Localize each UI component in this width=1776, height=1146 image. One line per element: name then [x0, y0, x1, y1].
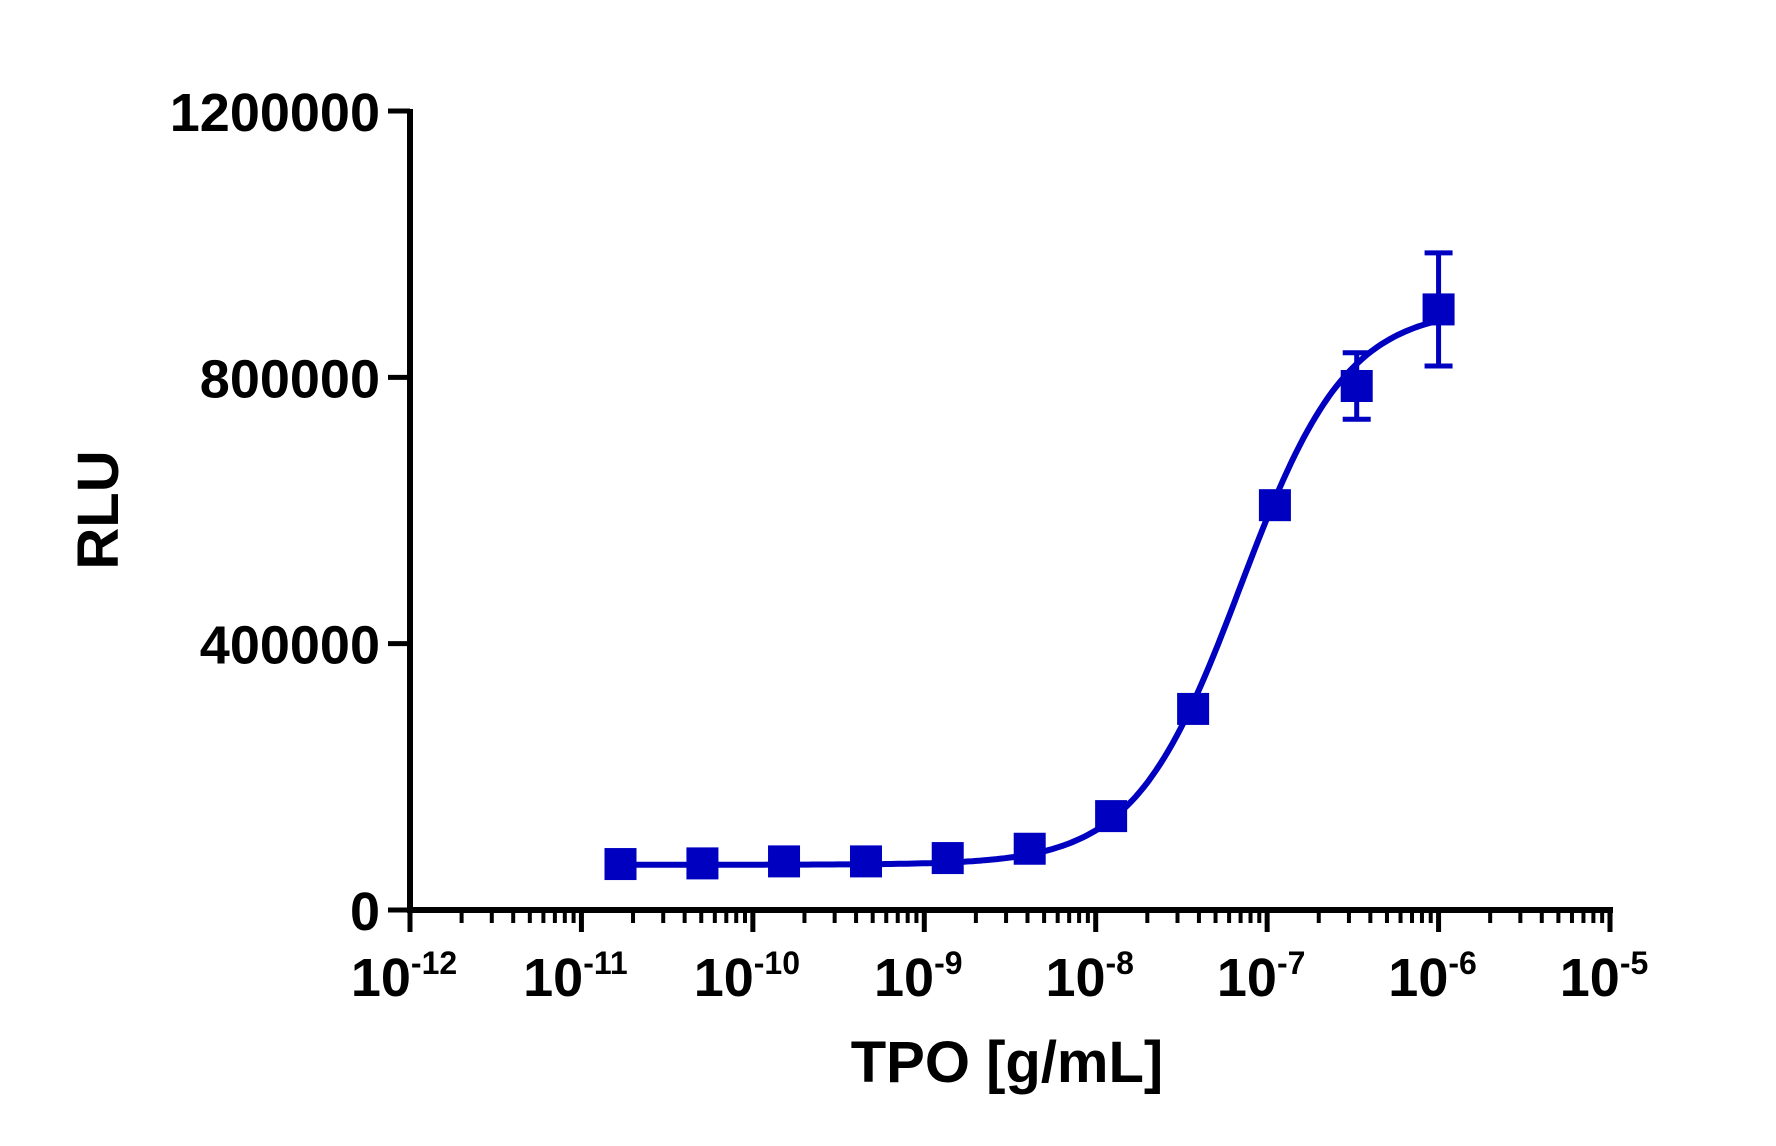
data-point	[849, 845, 882, 878]
x-tick-label: 10-5	[1560, 945, 1649, 1008]
data-point	[1095, 800, 1128, 833]
x-tick-label: 10-10	[694, 945, 800, 1008]
y-tick-label: 0	[350, 882, 380, 942]
data-point	[1177, 692, 1210, 725]
x-tick-label: 10-7	[1217, 945, 1306, 1008]
data-point	[1340, 369, 1373, 402]
x-tick-label: 10-6	[1388, 945, 1477, 1008]
y-tick-label: 1200000	[170, 83, 380, 143]
y-tick-label: 400000	[200, 616, 380, 676]
x-tick-label: 10-9	[874, 945, 963, 1008]
x-tick-label: 10-12	[351, 945, 457, 1008]
y-tick-label: 800000	[200, 349, 380, 409]
x-tick-label: 10-8	[1045, 945, 1134, 1008]
data-point	[1422, 293, 1455, 326]
fit-curve-layer	[620, 317, 1440, 868]
x-tick-label: 10-11	[523, 945, 628, 1008]
data-points-layer	[604, 250, 1455, 881]
data-point	[604, 848, 637, 881]
data-point	[931, 842, 964, 875]
data-point	[1258, 489, 1291, 522]
data-point	[686, 847, 719, 880]
y-axis-label: RLU	[66, 450, 131, 569]
axes: 0 400000 800000 1200000 10-12 10-11 10-10 10-9 1…	[170, 83, 1649, 1008]
x-axis-label: TPO [g/mL]	[851, 1030, 1164, 1095]
fit-curve	[620, 317, 1440, 868]
data-point	[1013, 832, 1046, 865]
data-point	[768, 845, 801, 878]
